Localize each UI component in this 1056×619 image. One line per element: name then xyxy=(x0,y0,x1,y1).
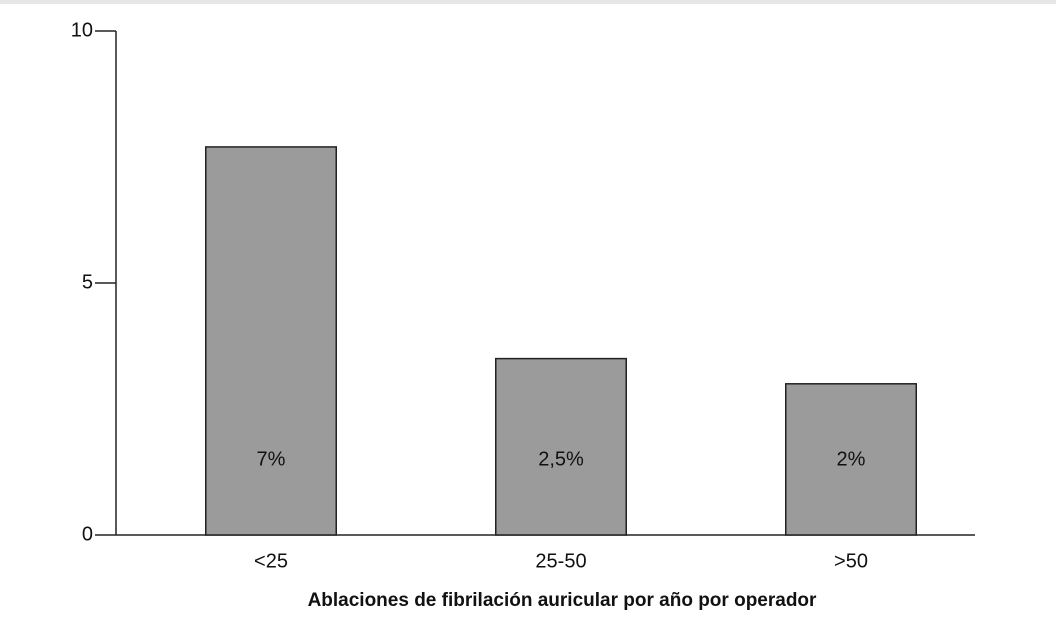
bar-annotation: 7% xyxy=(257,448,286,470)
x-axis-title: Ablaciones de fibrilación auricular por … xyxy=(308,590,817,611)
x-tick-label: >50 xyxy=(834,550,868,572)
y-tick-label: 5 xyxy=(82,271,93,293)
bar xyxy=(785,383,917,536)
bar xyxy=(205,146,337,536)
bar-annotation: 2,5% xyxy=(538,448,584,470)
x-tick-label: 25-50 xyxy=(535,550,586,572)
x-tick-label: <25 xyxy=(254,550,288,572)
y-tick-label: 0 xyxy=(82,523,93,545)
top-strip xyxy=(0,0,1056,4)
bar-annotation: 2% xyxy=(837,448,866,470)
y-tick-label: 10 xyxy=(71,19,93,41)
bar xyxy=(495,357,627,536)
